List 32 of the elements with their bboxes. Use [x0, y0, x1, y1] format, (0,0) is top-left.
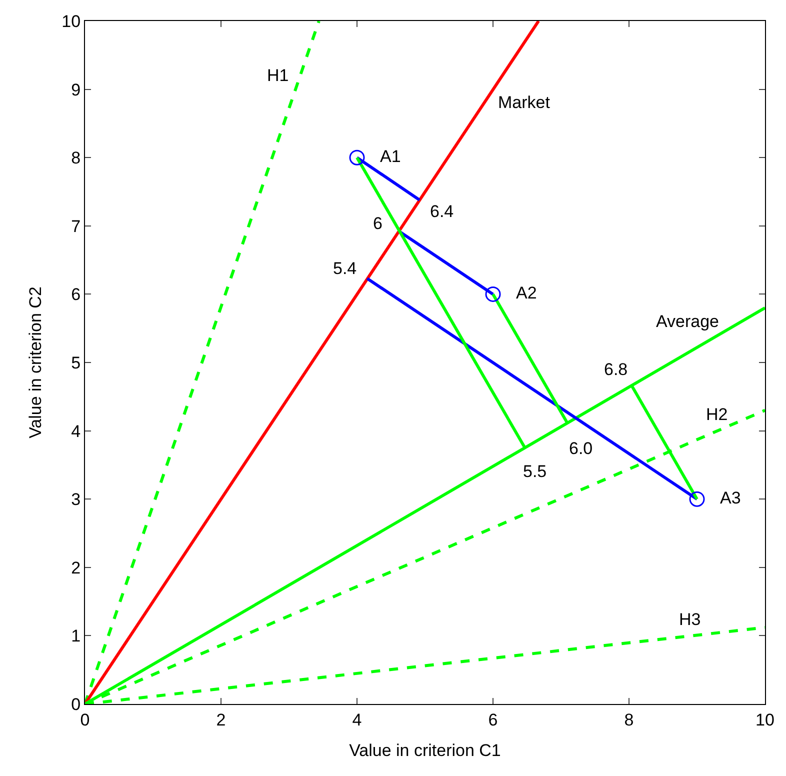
series-label: A2 — [502, 283, 537, 302]
series-label: H3 — [679, 610, 701, 629]
x-tick-label: 10 — [756, 710, 774, 730]
y-tick-label: 7 — [71, 216, 81, 236]
y-tick-label: 6 — [71, 285, 81, 304]
annotation: 6 — [373, 214, 382, 233]
x-tick-label: 2 — [216, 710, 226, 730]
y-tick-label: 10 — [62, 12, 81, 31]
series-label: A3 — [706, 488, 741, 508]
y-tick-label: 8 — [71, 148, 81, 168]
annotation: 5.4 — [333, 259, 357, 278]
y-tick-label: 9 — [71, 80, 81, 100]
y-axis-title: Value in criterion C2 — [26, 286, 46, 438]
series-label: H1 — [267, 66, 289, 85]
annotation: 6.4 — [430, 202, 454, 221]
x-tick-label: 4 — [352, 710, 362, 730]
y-tick-label: 0 — [71, 694, 81, 714]
y-tick-label: 1 — [71, 626, 81, 646]
series-label: A1 — [366, 146, 401, 166]
y-tick-label: 3 — [71, 490, 81, 510]
x-tick-label: 8 — [624, 710, 634, 730]
series-label: H2 — [706, 405, 728, 424]
series-label: Market — [498, 93, 550, 112]
annotation: 6.8 — [604, 360, 628, 379]
y-tick-label: 4 — [71, 422, 81, 441]
y-tick-label: 5 — [71, 353, 81, 372]
series-label: Average — [656, 312, 720, 331]
annotation: 6.0 — [569, 439, 593, 458]
x-tick-label: 6 — [488, 710, 498, 730]
annotation: 5.5 — [523, 462, 547, 481]
y-tick-label: 2 — [71, 558, 81, 578]
x-axis-title: Value in criterion C1 — [349, 740, 501, 760]
